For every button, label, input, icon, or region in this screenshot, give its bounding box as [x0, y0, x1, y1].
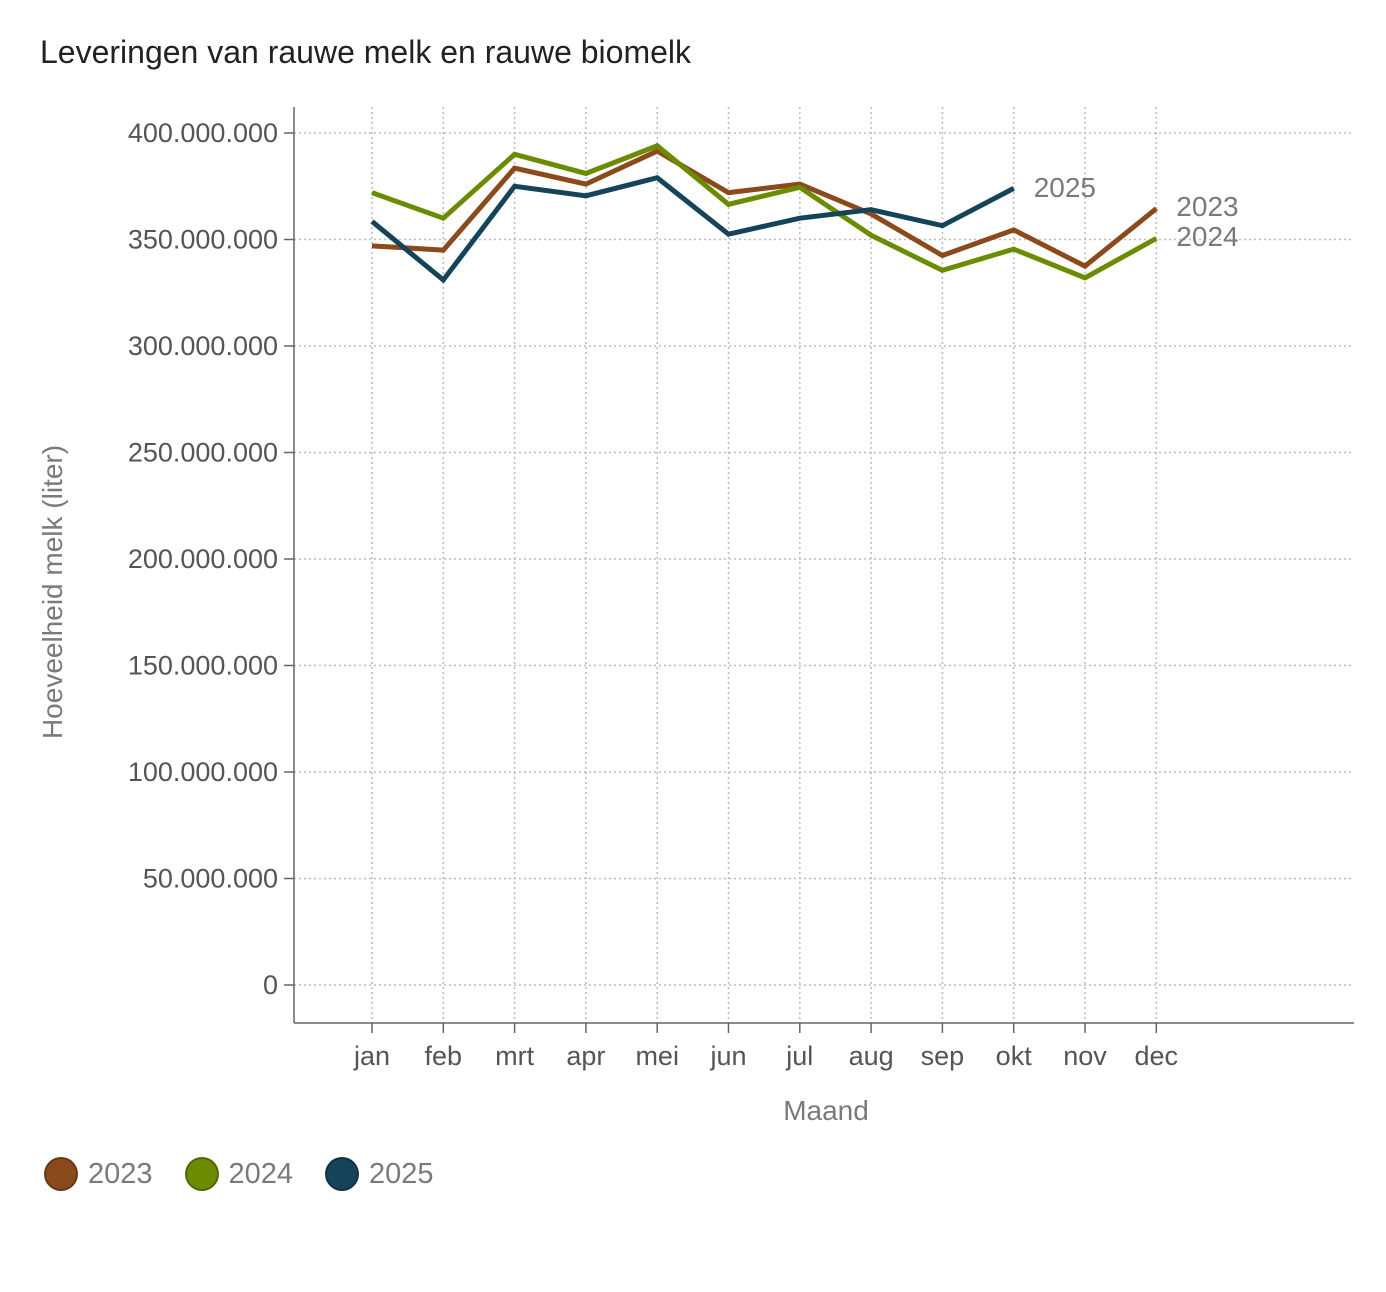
x-tick-label: mei — [635, 1041, 679, 1071]
x-tick-label: jan — [353, 1041, 390, 1071]
series-end-label-2025: 2025 — [1034, 172, 1096, 203]
x-tick-label: aug — [849, 1041, 894, 1071]
legend-item-2024[interactable]: 2024 — [184, 1157, 294, 1191]
x-tick-label: okt — [996, 1041, 1033, 1071]
legend-item-2023[interactable]: 2023 — [44, 1157, 153, 1191]
x-tick-label: apr — [566, 1041, 605, 1071]
y-tick-label: 300.000.000 — [128, 331, 278, 361]
y-tick-label: 0 — [263, 970, 278, 1000]
y-tick-label: 350.000.000 — [128, 225, 278, 255]
y-tick-label: 400.000.000 — [128, 118, 278, 148]
legend-swatch-icon — [325, 1157, 360, 1191]
y-tick-label: 250.000.000 — [128, 438, 278, 468]
y-tick-label: 150.000.000 — [128, 651, 278, 681]
x-tick-label: nov — [1063, 1041, 1107, 1071]
legend-swatch-icon — [184, 1157, 219, 1191]
series-line-2024 — [371, 142, 1158, 281]
x-tick-label: feb — [425, 1041, 463, 1071]
legend-label: 2025 — [369, 1157, 434, 1190]
series-end-label-2024: 2024 — [1176, 221, 1238, 252]
legend-item-2025[interactable]: 2025 — [325, 1157, 434, 1191]
y-tick-label: 100.000.000 — [128, 757, 278, 787]
series-line-2023 — [371, 148, 1158, 270]
x-tick-label: mrt — [495, 1041, 534, 1071]
series-line-2025 — [370, 175, 1015, 284]
chart-title: Leveringen van rauwe melk en rauwe biome… — [40, 34, 692, 70]
y-tick-label: 50.000.000 — [143, 864, 278, 894]
legend-label: 2024 — [228, 1157, 294, 1190]
legend-label: 2023 — [88, 1157, 153, 1190]
x-tick-label: jul — [785, 1041, 813, 1071]
y-axis-label: Hoeveelheid melk (liter) — [37, 445, 68, 739]
legend: 2023 2024 2025 — [44, 1157, 434, 1191]
x-axis-label: Maand — [783, 1095, 869, 1126]
x-tick-label: dec — [1135, 1041, 1179, 1071]
x-tick-label: sep — [921, 1041, 965, 1071]
legend-swatch-icon — [44, 1157, 78, 1191]
y-tick-label: 200.000.000 — [128, 544, 278, 574]
series-end-label-2023: 2023 — [1176, 191, 1238, 222]
x-tick-label: jun — [709, 1041, 746, 1071]
